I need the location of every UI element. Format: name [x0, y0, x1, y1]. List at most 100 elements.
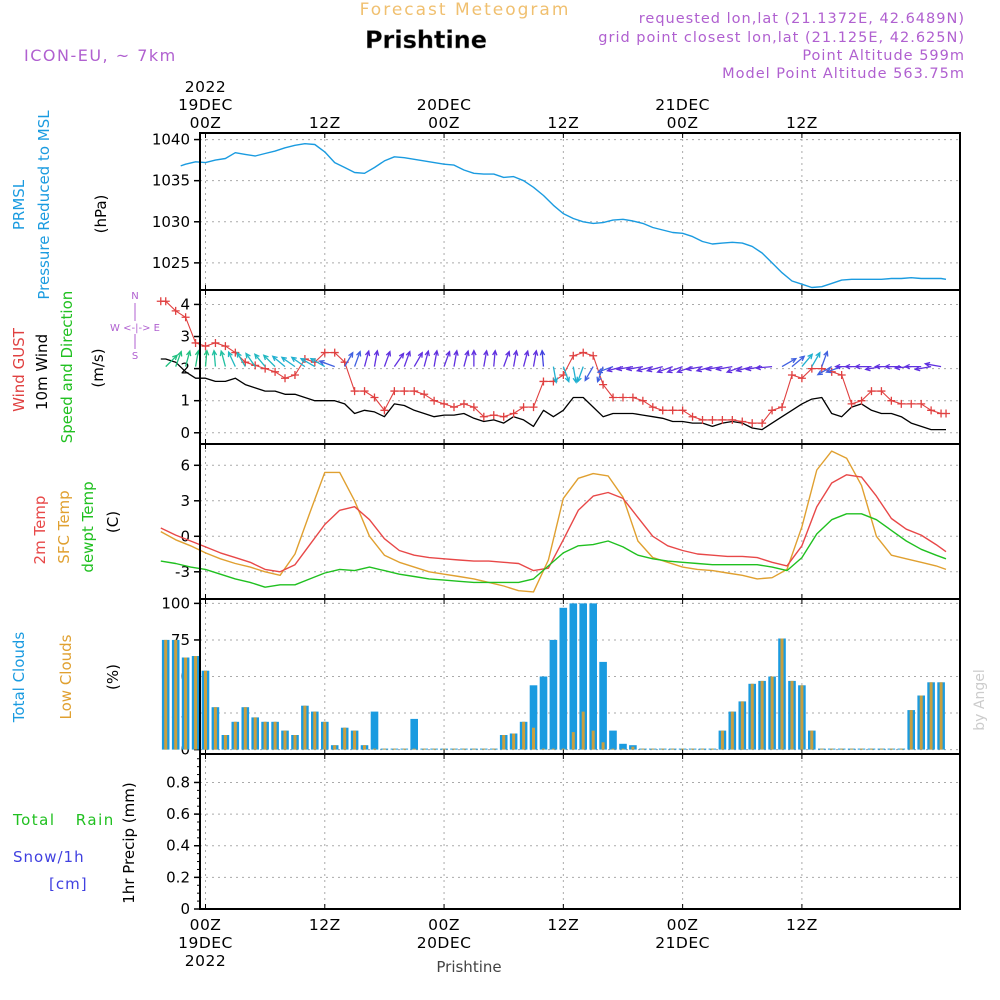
- low-clouds-bar: [909, 710, 913, 750]
- pressure-label-prmsl: PRMSL: [10, 179, 28, 230]
- top-time-label: 00Z: [667, 114, 699, 132]
- wind-arrow-shaft: [512, 350, 518, 367]
- wind-gust-marker: [718, 415, 727, 424]
- wind-arrow-shaft: [756, 365, 773, 369]
- low-clouds-bar: [810, 730, 814, 750]
- wind-arrow-head: [735, 367, 742, 373]
- wind-arrow-head: [635, 367, 643, 373]
- wind-direction-arrow: [503, 350, 511, 367]
- wind-direction-arrow: [219, 349, 227, 367]
- wind-gust-marker: [410, 387, 419, 396]
- bottom-time-label: 12Z: [309, 916, 341, 934]
- wind-arrow-shaft: [383, 351, 391, 367]
- wind-arrow-head: [356, 350, 362, 357]
- wind-arrow-head: [172, 354, 179, 361]
- wind-arrow-head: [754, 364, 762, 371]
- wind-arrow-head: [245, 352, 251, 359]
- wind-direction-arrow: [363, 349, 371, 367]
- wind-gust-marker: [778, 403, 787, 412]
- wind-gust-marker: [211, 338, 220, 347]
- wind-arrow-head: [676, 368, 683, 374]
- wind-gust-marker: [927, 406, 936, 415]
- pressure-ytick-label: 1035: [152, 172, 190, 190]
- wind-direction-arrow: [262, 354, 276, 368]
- wind-arrow-shaft: [503, 351, 510, 367]
- wind-arrow-shaft: [194, 350, 199, 367]
- wind-direction-arrow: [423, 349, 430, 367]
- wind-arrow-head: [913, 365, 921, 372]
- wind-arrow-head: [445, 350, 451, 357]
- wind-arrow-shaft: [577, 366, 584, 382]
- low-clouds-bar: [621, 748, 625, 750]
- low-clouds-bar: [790, 680, 794, 750]
- wind-arrow-shaft: [453, 350, 458, 367]
- wind-arrow-shaft: [552, 366, 557, 383]
- low-clouds-bar: [551, 748, 555, 750]
- snow-label: Snow/1h: [13, 848, 85, 866]
- wind-gust-marker: [479, 412, 488, 421]
- wind-gust-marker: [281, 374, 290, 383]
- wind-arrow-head: [398, 352, 405, 359]
- wind-panel: 0 1 2 3 4: [156, 289, 961, 445]
- low-clouds-bar: [720, 730, 724, 750]
- wind-gust-marker: [161, 297, 170, 306]
- wind-gust-marker: [678, 406, 687, 415]
- wind-direction-arrow: [271, 355, 286, 368]
- wind-gust-marker: [638, 396, 647, 405]
- low-clouds-bar: [412, 748, 416, 750]
- top-time-label: 12Z: [309, 114, 341, 132]
- clouds-unit: (%): [104, 664, 122, 690]
- wind-gust-marker: [271, 367, 280, 376]
- low-clouds-bar: [373, 748, 376, 750]
- wind-arrow-head: [825, 368, 832, 374]
- wind-gust-label: Wind GUST: [10, 327, 28, 412]
- clouds-ytick-label: 0: [180, 741, 190, 759]
- wind-arrow-head: [584, 375, 590, 382]
- wind-arrow-head: [318, 359, 325, 366]
- x-axis-location-label: Prishtine: [436, 958, 501, 976]
- wind-gust-marker: [251, 361, 260, 370]
- wind-arrow-shaft: [821, 351, 828, 367]
- wind-gust-marker: [847, 399, 856, 408]
- low-clouds-bar: [740, 701, 744, 750]
- wind-gust-marker: [430, 396, 439, 405]
- wind-gust-marker: [221, 342, 230, 351]
- wind-gust-marker: [181, 313, 190, 322]
- wind-gust-marker: [758, 419, 767, 428]
- wind-gust-marker: [658, 406, 667, 415]
- wind-arrow-shaft: [686, 365, 703, 371]
- total-clouds-bar: [589, 603, 597, 750]
- total-clouds-bar: [559, 607, 568, 750]
- low-clouds-bar: [253, 717, 257, 750]
- low-clouds-bar: [780, 638, 784, 750]
- low-clouds-bar: [820, 748, 824, 750]
- wind-direction-arrow: [299, 357, 316, 368]
- low-clouds-bar: [611, 748, 615, 750]
- wind-arrow-shaft: [403, 351, 411, 367]
- wind-direction-arrow: [463, 349, 470, 367]
- point-altitude: Point Altitude 599m: [802, 48, 965, 64]
- wind-direction-arrow: [318, 359, 335, 368]
- wind-gust-marker: [698, 415, 707, 424]
- low-clouds-bar: [512, 733, 516, 750]
- wind-direction-arrow: [552, 366, 559, 384]
- wind-direction-arrow: [353, 350, 362, 367]
- wind-arrow-head: [405, 350, 411, 357]
- wind-arrow-shaft: [245, 353, 256, 367]
- wind-direction-arrow: [165, 354, 179, 368]
- wind-arrow-head: [666, 368, 673, 374]
- low-clouds-bar: [293, 735, 297, 750]
- wind-gust-marker: [609, 393, 618, 402]
- wind-arrow-head: [685, 365, 692, 372]
- wind-direction-arrow: [685, 365, 703, 372]
- precip-panel-labels: Total Rain Snow/1h [cm] 1hr Precip (mm): [12, 782, 138, 903]
- wind-arrow-head: [219, 349, 225, 357]
- wind-direction-arrow: [383, 350, 392, 367]
- wind-arrow-shaft: [647, 365, 663, 372]
- wind-arrow-head: [373, 349, 380, 356]
- total-clouds-bar: [599, 661, 607, 750]
- wind-arrow-head: [823, 350, 829, 357]
- wind-arrow-head: [715, 365, 722, 372]
- wind-gust-marker: [519, 403, 528, 412]
- bottom-time-label: 19DEC: [178, 934, 233, 952]
